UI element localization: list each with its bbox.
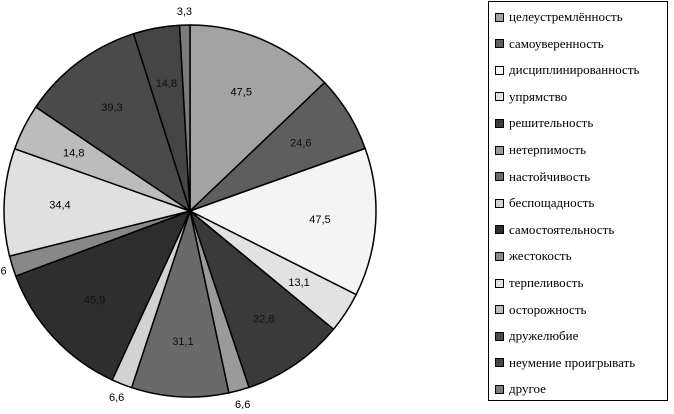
legend-item: дисциплинированность <box>495 61 639 79</box>
legend-label: неумение проигрывать <box>509 354 636 370</box>
legend-swatch <box>495 278 504 288</box>
legend-swatch <box>495 12 504 22</box>
legend-item: другое <box>495 380 546 398</box>
slice-value-label-0: 47,5 <box>231 86 252 98</box>
legend-item: осторожность <box>495 301 586 319</box>
slice-value-label-11: 14,8 <box>63 147 84 159</box>
legend-item: терпеливость <box>495 274 583 292</box>
legend-item: самоуверенность <box>495 35 604 53</box>
legend-swatch <box>495 172 504 182</box>
legend-label: осторожность <box>509 301 587 317</box>
legend-item: упрямство <box>495 88 567 106</box>
legend-item: целеустремлённость <box>495 8 623 26</box>
legend-swatch <box>495 251 504 261</box>
legend-swatch <box>495 92 504 102</box>
legend-swatch <box>495 198 504 208</box>
pie-slice-12 <box>34 32 192 213</box>
slice-value-label-1: 24,6 <box>290 138 311 150</box>
legend: целеустремлённость самоуверенность дисципл… <box>488 1 668 401</box>
legend-label: дисциплинированность <box>509 62 640 78</box>
slice-value-label-13: 14,8 <box>156 78 177 90</box>
slice-value-label-9: 6,6 <box>0 265 7 277</box>
legend-label: терпеливость <box>509 275 584 290</box>
slice-value-label-7: 6,6 <box>109 392 124 404</box>
pie-slice-6 <box>130 208 230 398</box>
slice-value-label-5: 6,6 <box>235 399 250 409</box>
legend-label: решительность <box>509 115 594 131</box>
legend-label: самостоятельность <box>509 221 615 237</box>
pie-slice-14 <box>178 24 191 212</box>
pie-slice-10 <box>3 147 193 257</box>
legend-label: другое <box>509 381 546 397</box>
pie-slice-2 <box>188 147 377 296</box>
pie-labels: 47,5 24,6 47,5 13,1 32,8 6,6 31,1 6,6 45,9 6,6 34,… <box>0 6 331 411</box>
legend-swatch <box>495 305 504 315</box>
legend-label: нетерпимость <box>509 142 587 157</box>
pie-slice-8 <box>14 209 192 381</box>
legend-swatch <box>495 118 504 128</box>
legend-item: решительность <box>495 114 593 132</box>
pie-slices <box>3 24 377 398</box>
slice-value-label-3: 13,1 <box>288 277 309 289</box>
slice-value-label-6: 31,1 <box>172 336 193 348</box>
legend-swatch <box>495 145 504 155</box>
legend-swatch <box>495 358 504 368</box>
legend-swatch <box>495 331 504 341</box>
legend-label: дружелюбие <box>509 328 579 344</box>
slice-value-label-12: 39,3 <box>101 102 122 114</box>
legend-item: самостоятельность <box>495 221 614 239</box>
slice-value-label-2: 47,5 <box>309 214 330 226</box>
pie-slice-0 <box>189 24 326 213</box>
legend-item: дружелюбие <box>495 327 578 345</box>
slice-value-label-10: 34,4 <box>49 200 70 212</box>
legend-swatch <box>495 384 504 394</box>
legend-label: жестокость <box>509 248 572 264</box>
pie-slice-4 <box>188 208 335 389</box>
legend-label: беспощадность <box>509 195 595 211</box>
legend-item: неумение проигрывать <box>495 354 635 372</box>
pie-chart: 47,5 24,6 47,5 13,1 32,8 6,6 31,1 6,6 45,9 6,6 34,… <box>0 6 377 411</box>
legend-swatch <box>495 39 504 49</box>
legend-label: самоуверенность <box>509 35 604 51</box>
legend-item: настойчивость <box>495 168 590 186</box>
legend-label: целеустремлённость <box>509 9 623 24</box>
slice-value-label-14: 3,3 <box>177 6 192 18</box>
legend-item: жестокость <box>495 247 572 265</box>
legend-item: нетерпимость <box>495 141 586 159</box>
legend-label: упрямство <box>509 88 568 104</box>
slice-value-label-8: 45,9 <box>84 295 105 307</box>
legend-label: настойчивость <box>509 168 591 184</box>
legend-swatch <box>495 65 504 75</box>
pie-chart-area: 47,5 24,6 47,5 13,1 32,8 6,6 31,1 6,6 45,9 6,6 34,… <box>0 6 377 411</box>
legend-item: беспощадность <box>495 194 594 212</box>
slice-value-label-4: 32,8 <box>253 313 274 325</box>
legend-swatch <box>495 225 504 235</box>
